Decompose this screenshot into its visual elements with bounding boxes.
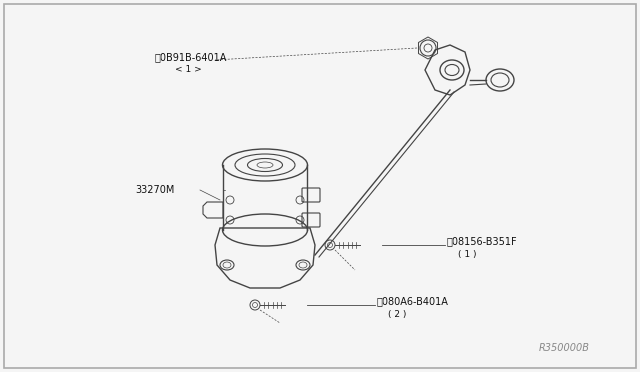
Text: < 1 >: < 1 > — [175, 65, 202, 74]
Text: ( 1 ): ( 1 ) — [458, 250, 477, 260]
Text: Ⓑ08156-B351F: Ⓑ08156-B351F — [447, 236, 518, 246]
Text: 33270M: 33270M — [136, 185, 175, 195]
Text: ⓝ0B91B-6401A: ⓝ0B91B-6401A — [155, 52, 227, 62]
Text: ( 2 ): ( 2 ) — [388, 311, 406, 320]
Text: R350000B: R350000B — [539, 343, 590, 353]
Text: Ⓑ080A6-B401A: Ⓑ080A6-B401A — [377, 296, 449, 306]
